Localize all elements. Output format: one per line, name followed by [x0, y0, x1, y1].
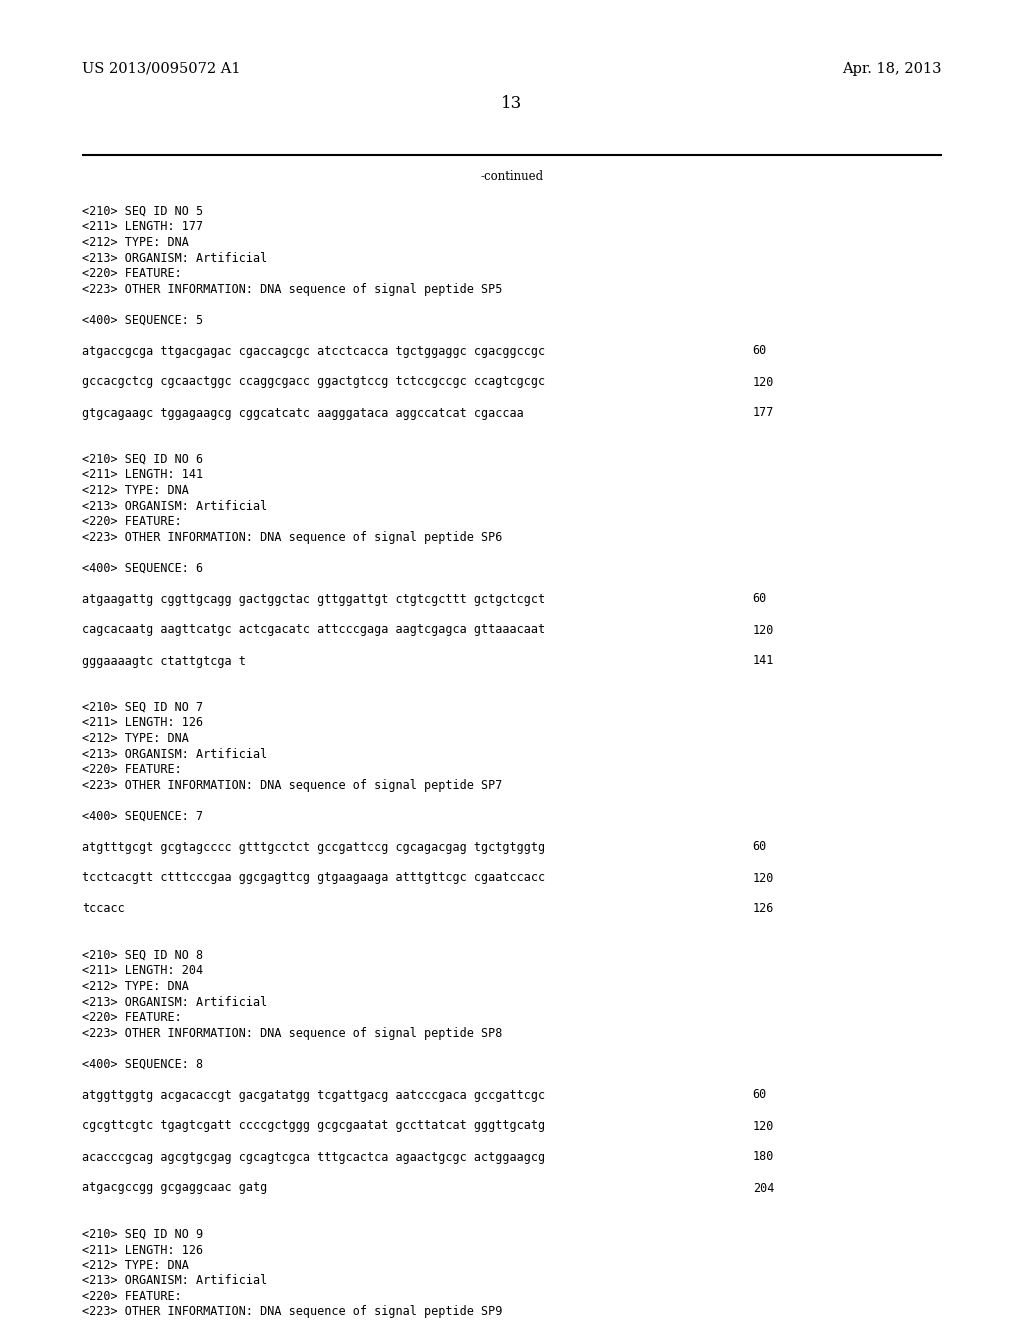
Text: <223> OTHER INFORMATION: DNA sequence of signal peptide SP6: <223> OTHER INFORMATION: DNA sequence of… [82, 531, 503, 544]
Text: 120: 120 [753, 623, 774, 636]
Text: -continued: -continued [480, 170, 544, 183]
Text: <211> LENGTH: 126: <211> LENGTH: 126 [82, 717, 203, 730]
Text: 120: 120 [753, 375, 774, 388]
Text: <210> SEQ ID NO 8: <210> SEQ ID NO 8 [82, 949, 203, 962]
Text: 180: 180 [753, 1151, 774, 1163]
Text: <213> ORGANISM: Artificial: <213> ORGANISM: Artificial [82, 747, 267, 760]
Text: tcctcacgtt ctttcccgaa ggcgagttcg gtgaagaaga atttgttcgc cgaatccacc: tcctcacgtt ctttcccgaa ggcgagttcg gtgaaga… [82, 871, 545, 884]
Text: Apr. 18, 2013: Apr. 18, 2013 [843, 62, 942, 77]
Text: atgaccgcga ttgacgagac cgaccagcgc atcctcacca tgctggaggc cgacggccgc: atgaccgcga ttgacgagac cgaccagcgc atcctca… [82, 345, 545, 358]
Text: <213> ORGANISM: Artificial: <213> ORGANISM: Artificial [82, 1275, 267, 1287]
Text: <213> ORGANISM: Artificial: <213> ORGANISM: Artificial [82, 995, 267, 1008]
Text: atgaagattg cggttgcagg gactggctac gttggattgt ctgtcgcttt gctgctcgct: atgaagattg cggttgcagg gactggctac gttggat… [82, 593, 545, 606]
Text: atgtttgcgt gcgtagcccc gtttgcctct gccgattccg cgcagacgag tgctgtggtg: atgtttgcgt gcgtagcccc gtttgcctct gccgatt… [82, 841, 545, 854]
Text: <210> SEQ ID NO 5: <210> SEQ ID NO 5 [82, 205, 203, 218]
Text: acacccgcag agcgtgcgag cgcagtcgca tttgcactca agaactgcgc actggaagcg: acacccgcag agcgtgcgag cgcagtcgca tttgcac… [82, 1151, 545, 1163]
Text: 120: 120 [753, 1119, 774, 1133]
Text: 120: 120 [753, 871, 774, 884]
Text: <211> LENGTH: 204: <211> LENGTH: 204 [82, 965, 203, 978]
Text: <400> SEQUENCE: 8: <400> SEQUENCE: 8 [82, 1057, 203, 1071]
Text: <212> TYPE: DNA: <212> TYPE: DNA [82, 484, 188, 498]
Text: atgacgccgg gcgaggcaac gatg: atgacgccgg gcgaggcaac gatg [82, 1181, 267, 1195]
Text: <220> FEATURE:: <220> FEATURE: [82, 1290, 181, 1303]
Text: 60: 60 [753, 1089, 767, 1101]
Text: gggaaaagtc ctattgtcga t: gggaaaagtc ctattgtcga t [82, 655, 246, 668]
Text: <211> LENGTH: 126: <211> LENGTH: 126 [82, 1243, 203, 1257]
Text: <400> SEQUENCE: 5: <400> SEQUENCE: 5 [82, 314, 203, 326]
Text: 60: 60 [753, 345, 767, 358]
Text: <212> TYPE: DNA: <212> TYPE: DNA [82, 733, 188, 744]
Text: <211> LENGTH: 177: <211> LENGTH: 177 [82, 220, 203, 234]
Text: 204: 204 [753, 1181, 774, 1195]
Text: 141: 141 [753, 655, 774, 668]
Text: 13: 13 [502, 95, 522, 112]
Text: tccacc: tccacc [82, 903, 125, 916]
Text: <220> FEATURE:: <220> FEATURE: [82, 1011, 181, 1024]
Text: <212> TYPE: DNA: <212> TYPE: DNA [82, 236, 188, 249]
Text: <212> TYPE: DNA: <212> TYPE: DNA [82, 979, 188, 993]
Text: 60: 60 [753, 593, 767, 606]
Text: atggttggtg acgacaccgt gacgatatgg tcgattgacg aatcccgaca gccgattcgc: atggttggtg acgacaccgt gacgatatgg tcgattg… [82, 1089, 545, 1101]
Text: <210> SEQ ID NO 6: <210> SEQ ID NO 6 [82, 453, 203, 466]
Text: <220> FEATURE:: <220> FEATURE: [82, 515, 181, 528]
Text: <223> OTHER INFORMATION: DNA sequence of signal peptide SP8: <223> OTHER INFORMATION: DNA sequence of… [82, 1027, 503, 1040]
Text: <213> ORGANISM: Artificial: <213> ORGANISM: Artificial [82, 252, 267, 264]
Text: <400> SEQUENCE: 7: <400> SEQUENCE: 7 [82, 809, 203, 822]
Text: <223> OTHER INFORMATION: DNA sequence of signal peptide SP5: <223> OTHER INFORMATION: DNA sequence of… [82, 282, 503, 296]
Text: <400> SEQUENCE: 6: <400> SEQUENCE: 6 [82, 561, 203, 574]
Text: cgcgttcgtc tgagtcgatt ccccgctggg gcgcgaatat gccttatcat gggttgcatg: cgcgttcgtc tgagtcgatt ccccgctggg gcgcgaa… [82, 1119, 545, 1133]
Text: gtgcagaagc tggagaagcg cggcatcatc aagggataca aggccatcat cgaccaa: gtgcagaagc tggagaagcg cggcatcatc aagggat… [82, 407, 523, 420]
Text: <212> TYPE: DNA: <212> TYPE: DNA [82, 1259, 188, 1272]
Text: <223> OTHER INFORMATION: DNA sequence of signal peptide SP9: <223> OTHER INFORMATION: DNA sequence of… [82, 1305, 503, 1319]
Text: <223> OTHER INFORMATION: DNA sequence of signal peptide SP7: <223> OTHER INFORMATION: DNA sequence of… [82, 779, 503, 792]
Text: <220> FEATURE:: <220> FEATURE: [82, 267, 181, 280]
Text: 60: 60 [753, 841, 767, 854]
Text: cagcacaatg aagttcatgc actcgacatc attcccgaga aagtcgagca gttaaacaat: cagcacaatg aagttcatgc actcgacatc attcccg… [82, 623, 545, 636]
Text: <211> LENGTH: 141: <211> LENGTH: 141 [82, 469, 203, 482]
Text: US 2013/0095072 A1: US 2013/0095072 A1 [82, 62, 241, 77]
Text: <210> SEQ ID NO 7: <210> SEQ ID NO 7 [82, 701, 203, 714]
Text: <213> ORGANISM: Artificial: <213> ORGANISM: Artificial [82, 499, 267, 512]
Text: <210> SEQ ID NO 9: <210> SEQ ID NO 9 [82, 1228, 203, 1241]
Text: 126: 126 [753, 903, 774, 916]
Text: gccacgctcg cgcaactggc ccaggcgacc ggactgtccg tctccgccgc ccagtcgcgc: gccacgctcg cgcaactggc ccaggcgacc ggactgt… [82, 375, 545, 388]
Text: <220> FEATURE:: <220> FEATURE: [82, 763, 181, 776]
Text: 177: 177 [753, 407, 774, 420]
